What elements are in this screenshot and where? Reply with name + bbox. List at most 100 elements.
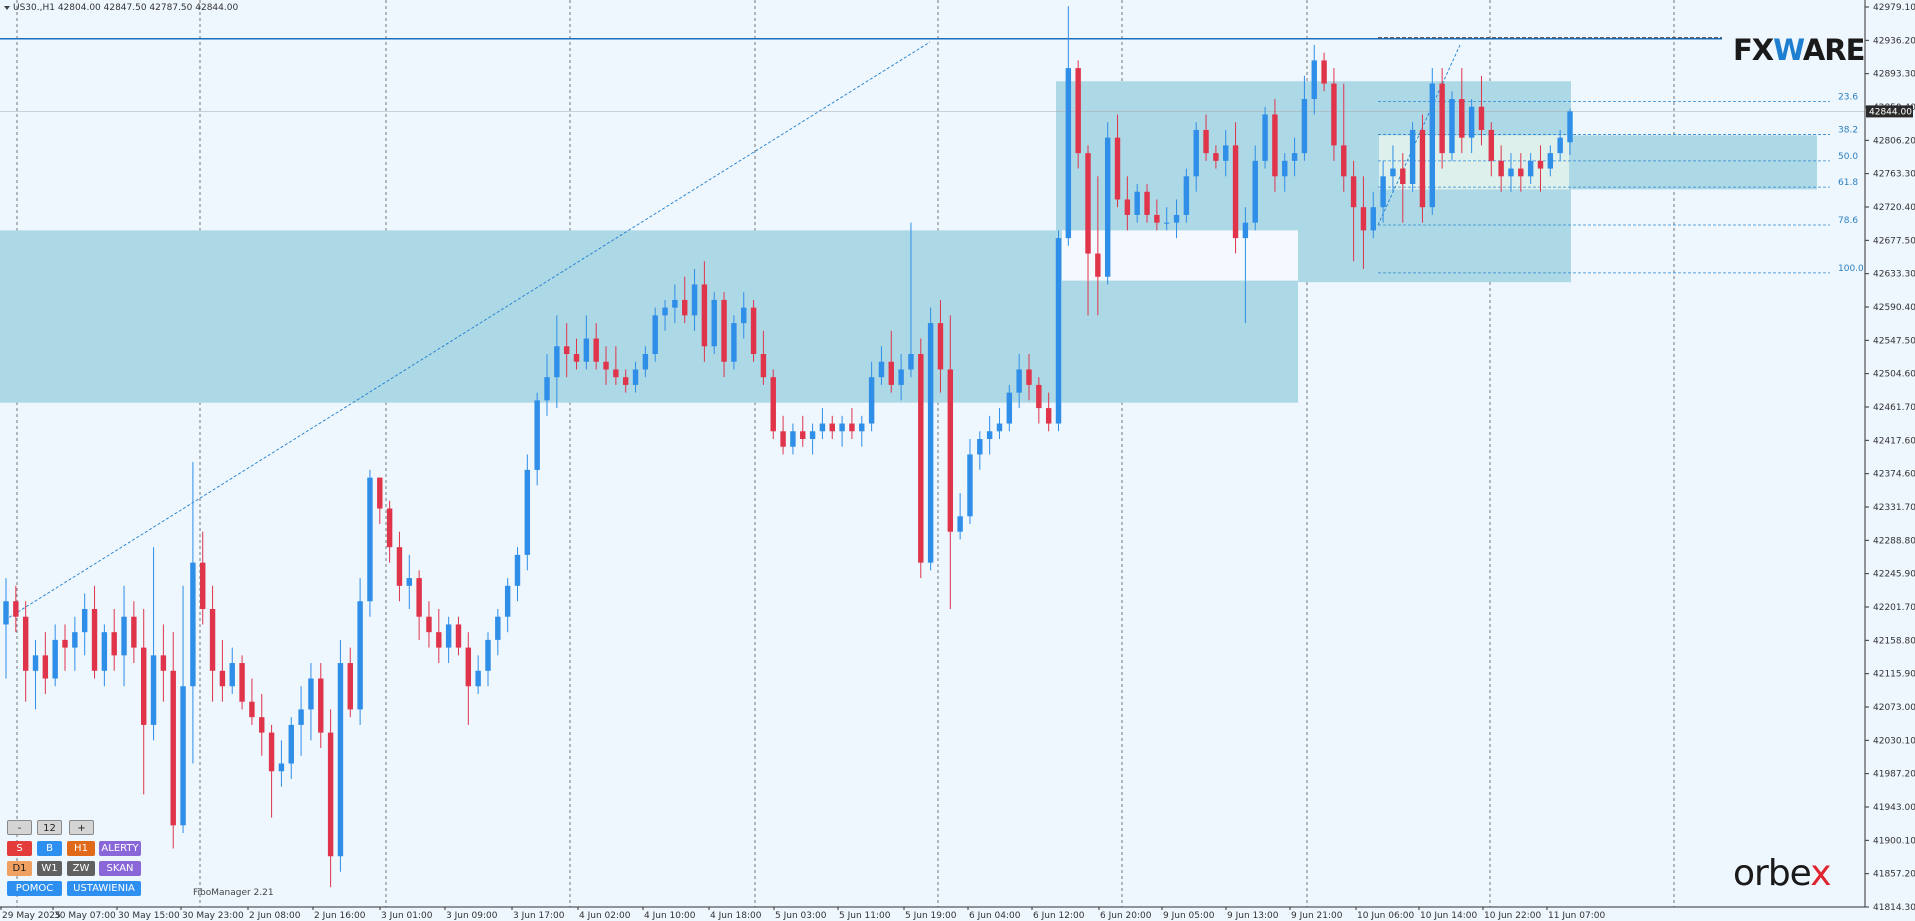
scan-button[interactable]: SKAN [99,861,141,876]
sell-button[interactable]: S [7,841,32,856]
fib-level-label: 38.2 [1838,126,1858,136]
price-tick-label: 42115.90 [1873,670,1915,680]
symbol-info: US30.,H1 42804.00 42847.50 42787.50 4284… [13,3,239,13]
current-price-label: 42844.00 [1869,107,1912,117]
h1-button[interactable]: H1 [67,841,95,856]
candle-body [1301,99,1308,154]
candle-body [495,616,501,640]
buy-button[interactable]: B [37,841,62,856]
candle-body [888,361,894,385]
candle-body [1075,68,1081,154]
candle-body [927,323,934,563]
candle-body [1006,392,1013,424]
price-tick-label: 42547.50 [1873,336,1915,346]
candle-body [3,601,9,625]
candle-body [996,423,1003,432]
candle-body [229,663,235,687]
fib-level-label: 100.0 [1838,264,1864,274]
price-tick-label: 41943.00 [1873,803,1915,813]
time-tick-label: 9 Jun 21:00 [1291,911,1343,921]
candle-body [268,732,275,772]
zw-button[interactable]: ZW [67,861,95,876]
price-tick-label: 41857.20 [1873,870,1915,880]
increase-button[interactable]: + [69,820,94,835]
candle-body [1331,83,1337,146]
candle-body [1232,145,1239,239]
candle-body [967,454,973,517]
candle-body [1439,83,1445,154]
candle-body [209,608,216,671]
candle-body [1537,160,1544,169]
candle-body [1527,160,1534,177]
candle-body [957,516,963,532]
price-tick-label: 41900.10 [1873,836,1915,846]
candle-body [278,763,285,772]
candle-body [377,477,383,509]
candle-body [632,369,639,385]
candle-body [1360,207,1367,231]
candle-body [701,284,708,347]
candle-body [514,554,521,586]
candle-body [534,400,540,470]
candle-body [1449,99,1455,154]
settings-button[interactable]: USTAWIENIA [67,881,141,896]
price-tick-label: 41814.30 [1873,903,1915,913]
candle-body [593,338,599,362]
w1-button[interactable]: W1 [37,861,62,876]
candle-body [219,670,226,687]
candle-body [908,354,914,370]
time-tick-label: 3 Jun 01:00 [381,911,433,921]
d1-button[interactable]: D1 [7,861,32,876]
candle-body [131,616,137,648]
candle-body [760,354,767,378]
fibo-manager-label: FiboManager 2.21 [193,888,274,898]
alerts-button[interactable]: ALERTY [99,841,141,856]
price-tick-label: 42590.40 [1873,303,1915,313]
candle-body [288,724,294,764]
candle-body [1085,153,1091,254]
candle-body [829,423,835,432]
price-tick-label: 42461.70 [1873,403,1915,413]
time-tick-label: 3 Jun 17:00 [513,911,565,921]
candle-body [396,547,403,586]
candle-body [1223,145,1229,161]
candle-body [52,639,58,679]
candle-body [1547,153,1554,169]
candle-body [13,601,19,617]
candle-body [1468,106,1475,138]
time-tick-label: 5 Jun 19:00 [905,911,957,921]
triangle-icon [4,5,10,10]
time-tick-label: 4 Jun 02:00 [579,911,631,921]
candle-body [337,663,344,857]
candle-body [554,346,560,378]
candle-body [1390,168,1396,177]
time-tick-label: 9 Jun 05:00 [1163,911,1215,921]
candle-body [868,377,875,424]
candle-body [1478,106,1485,130]
time-tick-label: 29 May 2025 [2,911,61,921]
price-tick-label: 42288.80 [1873,536,1915,546]
price-tick-label: 42979.10 [1873,3,1915,13]
help-button[interactable]: POMOC [7,881,62,896]
candle-body [878,361,885,378]
candle-body [327,732,334,857]
candle-body [298,709,304,725]
candle-body [62,639,68,648]
time-tick-label: 30 May 23:00 [182,911,244,921]
candle-body [406,578,413,586]
candle-body [721,299,727,362]
candle-body [1055,238,1062,424]
time-tick-label: 6 Jun 12:00 [1033,911,1085,921]
candle-body [1154,214,1160,223]
candle-body [22,616,29,671]
period-value[interactable]: 12 [37,820,62,835]
candle-body [603,361,609,370]
candle-body [1341,145,1347,177]
decrease-button[interactable]: - [7,820,32,835]
price-tick-label: 42677.50 [1873,236,1915,246]
candle-body [1498,160,1504,177]
candle-body [780,431,786,447]
time-tick-label: 2 Jun 08:00 [249,911,301,921]
price-axis-bg [1865,0,1915,921]
